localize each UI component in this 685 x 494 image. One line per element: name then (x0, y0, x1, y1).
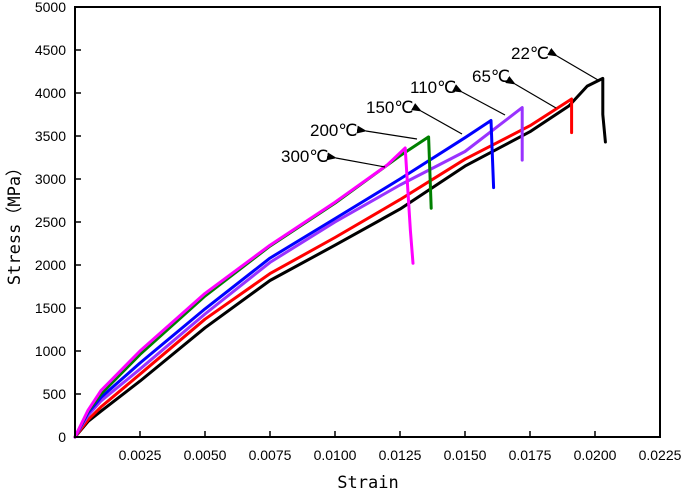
y-tick-label: 3000 (35, 171, 66, 187)
series-line-300c (73, 146, 415, 439)
y-axis-title: Stress（MPa） (5, 159, 25, 285)
series-line-65c (73, 97, 574, 439)
arrow-300c (326, 152, 386, 168)
y-tick-label: 4000 (35, 85, 66, 101)
x-axis-title: Strain (337, 473, 398, 493)
y-tick-label: 500 (43, 386, 67, 402)
arrow-150c (411, 103, 463, 135)
x-tick-label: 0.0150 (444, 447, 487, 463)
arrow-22c (547, 48, 599, 81)
y-tick-label: 2500 (35, 214, 66, 230)
series-line-110c (73, 106, 524, 439)
y-tick-label: 2000 (35, 257, 66, 273)
x-tick-label: 0.0200 (574, 447, 617, 463)
arrow-110c (452, 84, 506, 116)
x-tick-label: 0.0100 (314, 447, 357, 463)
series-line-150c (73, 119, 496, 439)
x-tick-label: 0.0025 (119, 447, 162, 463)
annotation-150c: 150℃ (366, 98, 413, 117)
x-tick-label: 0.0050 (184, 447, 227, 463)
x-tick-label: 0.0225 (639, 447, 682, 463)
y-tick-label: 4500 (35, 42, 66, 58)
annotation-65c: 65℃ (472, 67, 510, 86)
y-tick-label: 1000 (35, 343, 66, 359)
arrow-65c (505, 76, 557, 109)
annotation-300c: 300℃ (281, 147, 328, 166)
x-axis-ticks: 0.0025 0.0050 0.0075 0.0100 0.0125 0.0150 0.01… (119, 431, 682, 463)
y-tick-label: 0 (58, 429, 66, 445)
x-tick-label: 0.0125 (379, 447, 422, 463)
plot-frame (74, 6, 661, 438)
x-tick-label: 0.0175 (509, 447, 552, 463)
annotation-22c: 22℃ (511, 44, 549, 63)
y-tick-label: 3500 (35, 128, 66, 144)
y-axis-ticks: 0 500 1000 1500 2000 2500 3000 3500 4000 4500 5000 (35, 0, 81, 445)
annotation-110c: 110℃ (410, 78, 456, 97)
y-tick-label: 5000 (35, 0, 66, 15)
x-tick-label: 0.0075 (249, 447, 292, 463)
series-line-22c (73, 76, 607, 439)
annotation-200c: 200℃ (310, 121, 357, 140)
arrow-200c (356, 125, 418, 140)
y-tick-label: 1500 (35, 300, 66, 316)
annotations: 22℃ 65℃ 110℃ 150℃ 200℃ 300℃ (281, 44, 599, 168)
series-layer (73, 76, 607, 439)
